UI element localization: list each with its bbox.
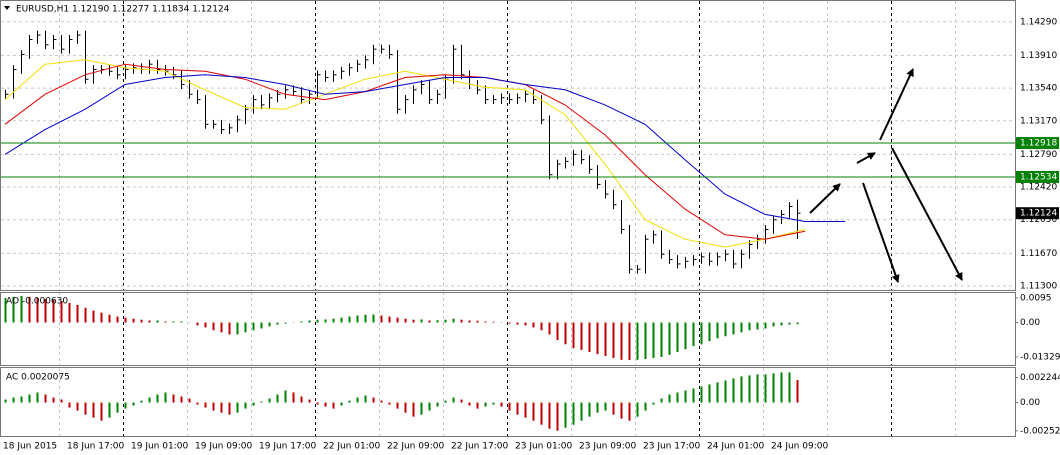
marks-layer: [1, 30, 1015, 431]
x-tick-label: 22 Jun 01:00: [323, 442, 380, 452]
arrow: [856, 152, 876, 164]
panel-title: AC 0.0020075: [6, 373, 70, 383]
moving-average: [4, 63, 806, 240]
x-tick-label: 23 Jun 01:00: [515, 442, 572, 452]
y-tick-label: 1.11300: [1020, 282, 1057, 292]
price-panel-border: [0, 0, 1016, 291]
grid-layer: [1, 1, 1018, 436]
x-tick-label: 18 Jun 2015: [3, 442, 57, 452]
arrow: [862, 182, 900, 283]
y-tick-label: -0.013296: [1020, 352, 1060, 362]
x-tick-label: 24 Jun 09:00: [771, 442, 828, 452]
panel-title: EURUSD,H1 1.12190 1.12277 1.11834 1.1212…: [16, 5, 230, 15]
y-tick-label: -0.002528: [1020, 426, 1060, 436]
arrow: [809, 183, 841, 214]
y-tick-label: 1.11670: [1020, 249, 1057, 259]
y-tick-label: 0.0095: [1020, 293, 1052, 303]
y-tick-label: 0.00: [1020, 318, 1040, 328]
x-tick-label: 19 Jun 01:00: [131, 442, 188, 452]
y-tick-label: 0.002244: [1020, 373, 1060, 383]
menu-triangle[interactable]: [4, 6, 10, 10]
y-tick-label: 0.00: [1020, 398, 1040, 408]
x-tick-label: 22 Jun 09:00: [387, 442, 444, 452]
level-label-box: [1016, 137, 1059, 150]
y-tick-label: 1.13540: [1020, 84, 1057, 94]
arrow: [891, 147, 963, 281]
forecast-arrows: [809, 68, 963, 283]
x-tick-label: 24 Jun 01:00: [707, 442, 764, 452]
y-tick-label: 1.13910: [1020, 51, 1057, 61]
y-tick-label: 1.13170: [1020, 116, 1057, 126]
level-label: 1.12918: [1020, 139, 1057, 149]
y-tick-label: 1.12050: [1020, 215, 1057, 225]
x-tick-label: 23 Jun 09:00: [579, 442, 636, 452]
panel-title: AO -0.000630: [6, 297, 68, 307]
ac-panel-border: [0, 367, 1016, 437]
level-label-box: [1016, 170, 1059, 183]
x-tick-label: 22 Jun 17:00: [451, 442, 508, 452]
last-price-box: [1016, 207, 1059, 220]
y-tick-label: 1.12420: [1020, 183, 1057, 193]
y-tick-label: 1.14290: [1020, 17, 1057, 27]
x-tick-label: 19 Jun 09:00: [195, 442, 252, 452]
x-tick-label: 19 Jun 17:00: [259, 442, 316, 452]
y-tick-label: 1.12790: [1020, 150, 1057, 160]
x-tick-label: 23 Jun 17:00: [643, 442, 700, 452]
moving-average: [4, 59, 806, 248]
last-price-label: 1.12124: [1020, 209, 1057, 219]
arrow: [879, 68, 914, 141]
ao-panel-border: [0, 292, 1016, 366]
level-label: 1.12534: [1020, 172, 1057, 182]
x-tick-label: 18 Jun 17:00: [67, 442, 124, 452]
